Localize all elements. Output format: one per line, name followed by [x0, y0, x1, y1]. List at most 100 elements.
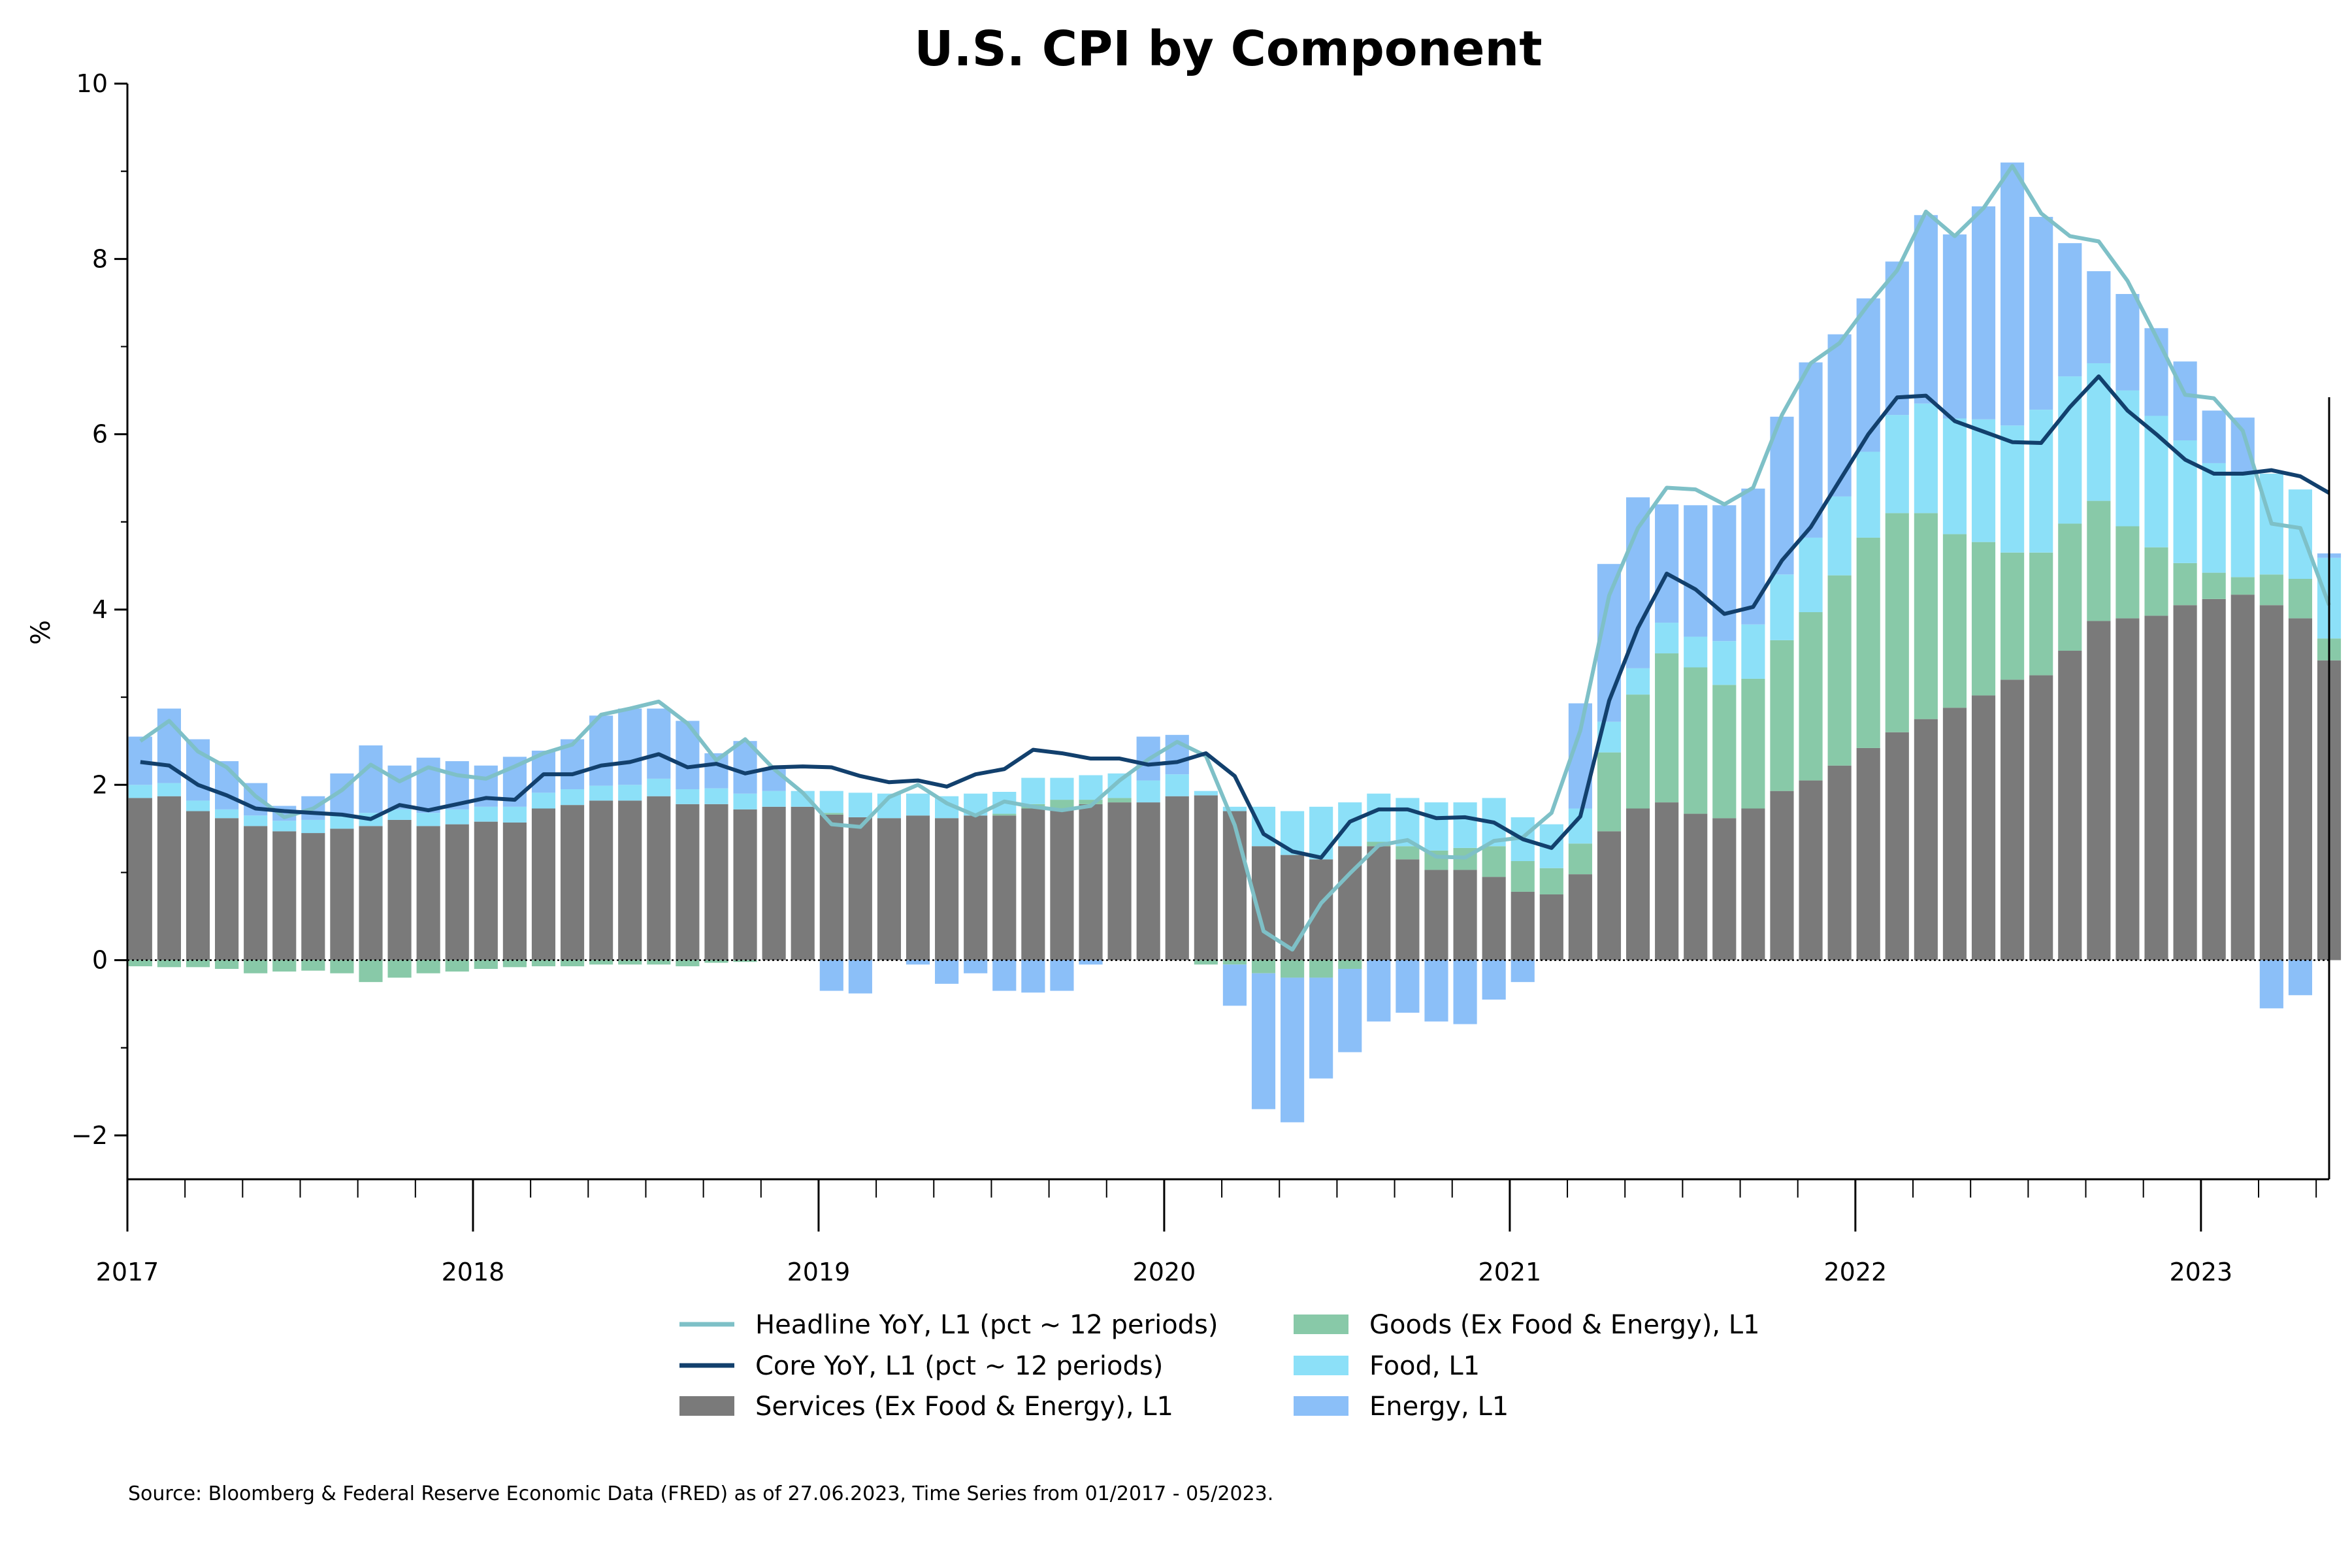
bar-goods [359, 960, 383, 983]
bar-goods [1107, 798, 1132, 803]
bar-food [474, 806, 498, 822]
bar-food [387, 809, 412, 820]
bar-food [1021, 777, 1045, 804]
bar-services [935, 818, 959, 960]
bar-food [1367, 793, 1391, 842]
bar-goods [531, 960, 556, 966]
bar-food [1194, 791, 1218, 796]
bar-goods [676, 960, 700, 966]
bar-services [330, 828, 354, 960]
bar-energy [2029, 216, 2053, 410]
bar-services [474, 821, 498, 960]
bar-services [1625, 808, 1650, 960]
bar-services [1396, 859, 1420, 960]
bar-services [128, 798, 152, 960]
legend-swatch-box [1294, 1315, 1348, 1334]
bar-services [1050, 808, 1074, 960]
bar-goods [647, 960, 671, 965]
bar-services [676, 804, 700, 960]
bar-services [1770, 791, 1794, 960]
bar-food [1885, 415, 1909, 514]
bar-food [1050, 777, 1074, 800]
bar-goods [1655, 653, 1679, 803]
bar-goods [1396, 846, 1420, 860]
bar-energy [1914, 215, 1938, 404]
bar-services [1856, 747, 1880, 960]
bar-services [445, 824, 469, 960]
bar-goods [244, 960, 268, 973]
bar-goods [1597, 752, 1622, 832]
bar-services [848, 817, 872, 960]
bar-services [1482, 877, 1506, 960]
bar-goods [2144, 547, 2168, 616]
bar-goods [2115, 526, 2140, 619]
bar-energy [359, 745, 383, 813]
y-tick-label: −2 [71, 1121, 108, 1150]
bar-services [1655, 802, 1679, 960]
bar-services [1136, 802, 1160, 960]
bar-goods [301, 960, 325, 971]
bar-food [560, 789, 585, 806]
bar-goods [1079, 800, 1103, 804]
bar-goods [2288, 579, 2312, 619]
bar-services [1194, 795, 1218, 960]
bar-services [2230, 595, 2255, 960]
bar-services [733, 809, 757, 960]
bar-goods [560, 960, 585, 966]
y-tick-label: 0 [92, 946, 108, 975]
bar-energy [1021, 960, 1045, 993]
bar-energy [992, 960, 1017, 991]
y-tick-label: 4 [92, 595, 108, 624]
bar-food [1309, 806, 1333, 860]
bar-energy [848, 960, 872, 994]
y-axis-label: % [26, 620, 56, 645]
bar-services [2173, 605, 2197, 960]
bar-services [1222, 811, 1247, 960]
bar-goods [2001, 552, 2025, 680]
bar-food [676, 789, 700, 804]
bar-energy [1856, 298, 1880, 452]
bar-services [2202, 598, 2226, 960]
bar-goods [186, 960, 210, 968]
bar-services [1684, 813, 1708, 960]
bar-services [647, 796, 671, 960]
bar-services [1424, 870, 1448, 960]
bar-energy [2087, 271, 2111, 363]
bar-energy [2202, 410, 2226, 463]
bar-services [1568, 874, 1592, 960]
bar-energy [1799, 362, 1823, 538]
bar-goods [618, 960, 642, 965]
bar-services [1799, 780, 1823, 960]
bar-food [157, 783, 181, 796]
bar-services [2029, 675, 2053, 960]
bar-energy [2115, 293, 2140, 391]
bar-goods [1856, 537, 1880, 748]
bar-food [1971, 419, 1996, 542]
bar-goods [2087, 500, 2111, 621]
bar-energy [1712, 505, 1737, 642]
bar-food [1914, 403, 1938, 514]
chart-title: U.S. CPI by Component [914, 21, 1542, 77]
bar-goods [1971, 542, 1996, 696]
bar-goods [992, 813, 1017, 816]
bar-energy [1222, 964, 1247, 1006]
bar-services [157, 796, 181, 960]
bar-goods [215, 960, 239, 970]
bar-food [2288, 489, 2312, 579]
bar-services [2115, 618, 2140, 960]
bar-energy [1885, 261, 1909, 416]
bar-energy [1482, 960, 1506, 1000]
bar-food [186, 800, 210, 811]
bar-services [560, 805, 585, 960]
bar-services [531, 808, 556, 960]
bar-services [416, 826, 440, 960]
bar-energy [589, 715, 613, 786]
bar-services [215, 818, 239, 960]
bar-energy [906, 960, 930, 965]
plot-area: −2 0 2 4 6 8 10 2017 2018 2019 2020 2021 2022 2023 [71, 69, 2342, 1286]
bar-goods [128, 960, 152, 966]
bar-food [819, 791, 843, 813]
bar-goods [1799, 612, 1823, 781]
legend-swatch-box [679, 1396, 734, 1416]
bar-goods [1309, 960, 1333, 978]
